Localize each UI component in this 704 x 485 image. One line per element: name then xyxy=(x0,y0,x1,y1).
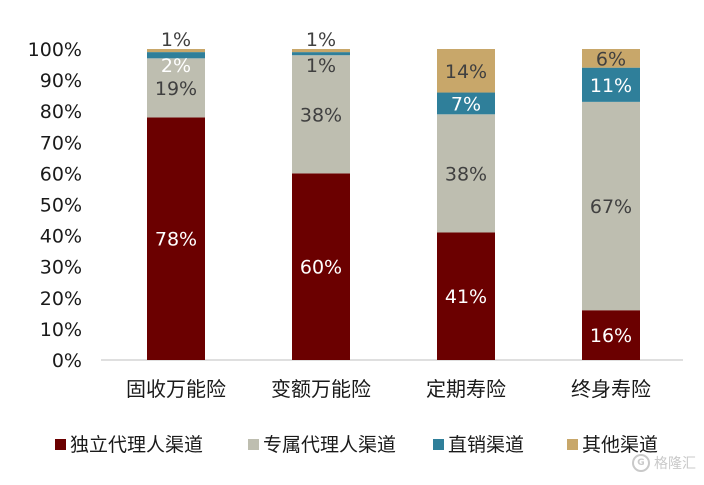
data-label: 38% xyxy=(300,104,342,126)
watermark-logo-icon: G xyxy=(632,454,650,472)
bar-segment xyxy=(147,117,205,360)
data-label: 14% xyxy=(445,61,487,83)
bar-segment xyxy=(582,49,640,68)
x-tick-label: 终身寿险 xyxy=(571,377,651,401)
legend-swatch xyxy=(248,439,259,450)
y-tick-label: 80% xyxy=(40,101,82,123)
legend-swatch xyxy=(55,439,66,450)
data-label: 11% xyxy=(590,75,632,97)
bar-segment xyxy=(437,114,495,233)
y-tick-label: 60% xyxy=(40,163,82,185)
bar-segment xyxy=(582,67,640,102)
bar-segment xyxy=(437,49,495,93)
y-tick-label: 40% xyxy=(40,226,82,248)
y-tick-label: 10% xyxy=(40,319,82,341)
legend: 独立代理人渠道 专属代理人渠道 直销渠道 其他渠道 xyxy=(55,434,658,456)
bar-segment xyxy=(292,173,350,360)
legend-label: 独立代理人渠道 xyxy=(70,434,203,456)
bar-segment xyxy=(292,52,350,56)
data-label: 1% xyxy=(306,55,336,77)
x-tick-label: 定期寿险 xyxy=(426,377,506,401)
y-tick-label: 90% xyxy=(40,70,82,92)
y-tick-label: 0% xyxy=(52,350,82,372)
data-label: 6% xyxy=(596,48,626,70)
bar-segment xyxy=(147,52,205,59)
y-tick-label: 50% xyxy=(40,195,82,217)
bar-segment xyxy=(437,232,495,360)
data-label: 38% xyxy=(445,163,487,185)
x-tick-label: 固收万能险 xyxy=(126,377,226,401)
bar-segment xyxy=(437,92,495,115)
y-tick-label: 100% xyxy=(28,39,82,61)
data-label: 2% xyxy=(161,55,191,77)
y-axis: 0% 10% 20% 30% 40% 50% 60% 70% 80% 90% 100% xyxy=(28,39,82,372)
legend-swatch xyxy=(567,439,578,450)
x-tick-label: 变额万能险 xyxy=(271,377,371,401)
legend-label: 专属代理人渠道 xyxy=(263,434,396,456)
bars: 78% 19%2% 1% 60% 38% 1% 1% 41% 38% 7% 14% 16% 67% 11%… xyxy=(147,29,640,360)
data-label: 19% xyxy=(155,78,197,100)
watermark-text: 格隆汇 xyxy=(654,456,696,472)
data-label: 41% xyxy=(445,286,487,308)
x-axis-labels: 固收万能险 变额万能险 定期寿险 终身寿险 xyxy=(126,377,651,401)
bar-segment xyxy=(582,101,640,311)
data-label: 16% xyxy=(590,325,632,347)
y-tick-label: 30% xyxy=(40,257,82,279)
y-tick-label: 20% xyxy=(40,288,82,310)
data-label: 78% xyxy=(155,229,197,251)
data-label: 1% xyxy=(161,29,191,51)
bar-segment xyxy=(147,58,205,118)
legend-label: 其他渠道 xyxy=(582,434,658,456)
legend-label: 直销渠道 xyxy=(448,434,524,456)
bar-segment xyxy=(292,49,350,53)
bar-segment xyxy=(292,55,350,174)
data-label: 7% xyxy=(451,93,481,115)
watermark: G 格隆汇 xyxy=(632,453,696,473)
bar-segment xyxy=(147,49,205,53)
data-label: 60% xyxy=(300,257,342,279)
data-label: 1% xyxy=(306,29,336,51)
bar-segment xyxy=(582,310,640,360)
legend-swatch xyxy=(433,439,444,450)
y-tick-label: 70% xyxy=(40,132,82,154)
data-label: 67% xyxy=(590,196,632,218)
